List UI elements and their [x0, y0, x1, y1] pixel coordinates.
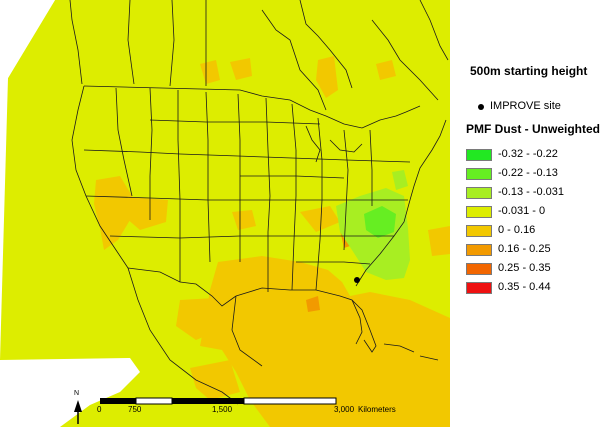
site-legend-label: IMPROVE site — [490, 100, 561, 112]
north-arrow-label: N — [74, 390, 80, 397]
legend-label: -0.22 - -0.13 — [498, 167, 558, 179]
legend-swatch — [466, 263, 492, 275]
ocean-area — [0, 0, 55, 88]
map-title: 500m starting height — [470, 64, 588, 78]
scale-tick-label: 3,000 — [334, 405, 355, 414]
legend-swatch — [466, 168, 492, 180]
scale-bar — [100, 397, 337, 405]
negative-regions — [336, 170, 410, 280]
legend-swatch — [466, 149, 492, 161]
legend-swatch — [466, 206, 492, 218]
scale-unit-label: Kilometers — [358, 405, 396, 414]
scale-tick-label: 0 — [97, 405, 102, 414]
legend-label: -0.32 - -0.22 — [498, 148, 558, 160]
legend-swatch — [466, 282, 492, 294]
legend-label: 0.35 - 0.44 — [498, 281, 551, 293]
legend-label: 0 - 0.16 — [498, 224, 536, 236]
scale-tick-label: 1,500 — [212, 405, 233, 414]
legend-label: -0.13 - -0.031 — [498, 186, 565, 198]
class-0-016-regions — [94, 56, 450, 427]
site-legend-dot — [478, 104, 484, 110]
legend-label: 0.25 - 0.35 — [498, 262, 551, 274]
legend-swatch — [466, 225, 492, 237]
north-arrow-icon — [74, 400, 82, 424]
scale-tick-label: 750 — [128, 405, 142, 414]
legend-label: -0.031 - 0 — [498, 205, 546, 217]
legend-swatch — [466, 187, 492, 199]
boundary-lines — [69, 0, 449, 405]
legend-swatch — [466, 244, 492, 256]
legend-title: PMF Dust - Unweighted — [466, 122, 600, 136]
improve-site-marker — [354, 277, 360, 283]
legend-label: 0.16 - 0.25 — [498, 243, 551, 255]
ocean-area-south — [0, 358, 140, 427]
